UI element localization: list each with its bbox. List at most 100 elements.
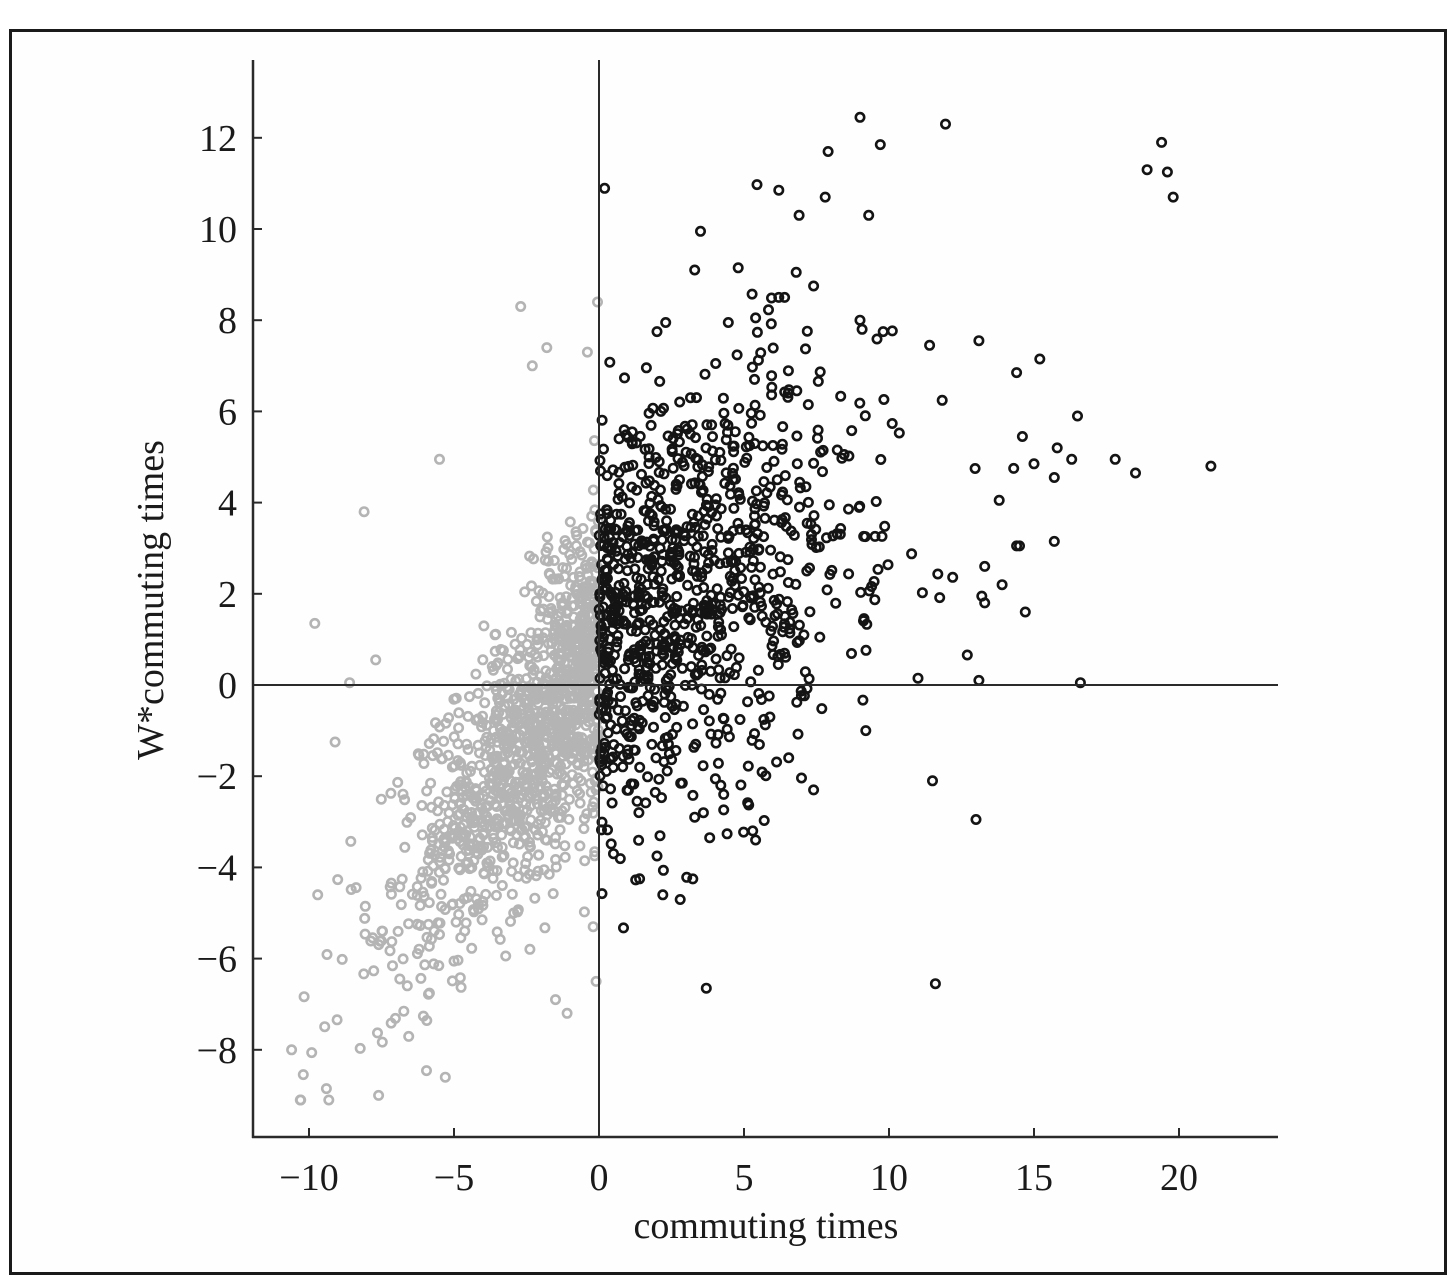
data-point xyxy=(419,959,431,971)
data-point xyxy=(521,697,533,709)
data-point xyxy=(782,576,794,588)
data-point xyxy=(506,865,518,877)
data-point xyxy=(413,749,425,761)
data-point xyxy=(533,849,545,861)
data-point xyxy=(433,960,445,972)
data-point xyxy=(421,931,433,943)
data-point xyxy=(601,711,613,723)
data-point xyxy=(820,532,832,544)
data-point xyxy=(672,646,684,658)
data-point xyxy=(886,417,898,429)
data-point xyxy=(939,118,951,130)
data-point xyxy=(802,496,814,508)
data-point xyxy=(477,654,489,666)
data-point xyxy=(612,704,624,716)
data-point xyxy=(433,453,445,465)
data-point xyxy=(631,795,643,807)
data-point xyxy=(633,807,645,819)
data-point xyxy=(733,652,745,664)
data-point xyxy=(694,225,706,237)
data-point xyxy=(459,781,471,793)
data-point xyxy=(397,953,409,965)
data-point xyxy=(580,719,592,731)
data-point xyxy=(993,494,1005,506)
data-point xyxy=(443,807,455,819)
data-point xyxy=(793,209,805,221)
data-point xyxy=(1167,191,1179,203)
data-point xyxy=(614,690,626,702)
data-point xyxy=(727,555,739,567)
data-point xyxy=(594,609,606,621)
data-point xyxy=(559,624,571,636)
data-point xyxy=(506,888,518,900)
data-point xyxy=(617,761,629,773)
data-point xyxy=(819,191,831,203)
data-point xyxy=(738,826,750,838)
data-point xyxy=(721,723,733,735)
data-point xyxy=(557,667,569,679)
data-point xyxy=(591,296,603,308)
x-tick-label: 0 xyxy=(590,1157,609,1199)
data-point xyxy=(689,811,701,823)
data-point xyxy=(439,863,451,875)
data-point xyxy=(766,370,778,382)
data-point xyxy=(504,823,516,835)
data-point xyxy=(669,630,681,642)
data-point xyxy=(741,452,753,464)
data-point xyxy=(548,554,560,566)
data-point xyxy=(532,639,544,651)
data-point xyxy=(612,630,624,642)
data-point xyxy=(532,865,544,877)
data-point xyxy=(478,806,490,818)
data-point xyxy=(676,456,688,468)
data-point xyxy=(879,520,891,532)
data-point xyxy=(436,845,448,857)
data-point xyxy=(752,354,764,366)
data-point xyxy=(530,595,542,607)
data-point xyxy=(437,874,449,886)
data-point xyxy=(696,659,708,671)
data-point xyxy=(465,885,477,897)
data-point xyxy=(742,696,754,708)
data-point xyxy=(706,419,718,431)
data-point xyxy=(397,788,409,800)
data-point xyxy=(766,389,778,401)
data-point xyxy=(452,738,464,750)
data-point xyxy=(734,713,746,725)
data-point xyxy=(510,776,522,788)
data-point xyxy=(501,663,513,675)
data-point xyxy=(672,424,684,436)
data-point xyxy=(594,770,606,782)
data-point xyxy=(616,491,628,503)
data-point xyxy=(604,356,616,368)
data-point xyxy=(463,691,475,703)
data-point xyxy=(549,714,561,726)
data-point xyxy=(661,765,673,777)
data-point xyxy=(628,712,640,724)
data-point xyxy=(421,785,433,797)
data-point xyxy=(657,864,669,876)
data-point xyxy=(697,760,709,772)
data-point xyxy=(466,760,478,772)
data-point xyxy=(701,630,713,642)
data-point xyxy=(496,818,508,830)
data-point xyxy=(703,501,715,513)
data-point xyxy=(539,817,551,829)
data-point xyxy=(578,823,590,835)
data-point xyxy=(712,523,724,535)
data-point xyxy=(924,339,936,351)
data-point xyxy=(869,530,881,542)
reference-lines xyxy=(253,60,1278,1137)
data-point xyxy=(438,735,450,747)
data-point xyxy=(644,614,656,626)
data-point xyxy=(856,323,868,335)
data-point xyxy=(750,312,762,324)
data-point xyxy=(582,569,594,581)
data-point xyxy=(805,518,817,530)
data-point xyxy=(559,802,571,814)
data-point xyxy=(1028,458,1040,470)
data-point xyxy=(656,586,668,598)
data-point xyxy=(489,798,501,810)
data-point xyxy=(665,669,677,681)
data-point xyxy=(540,746,552,758)
